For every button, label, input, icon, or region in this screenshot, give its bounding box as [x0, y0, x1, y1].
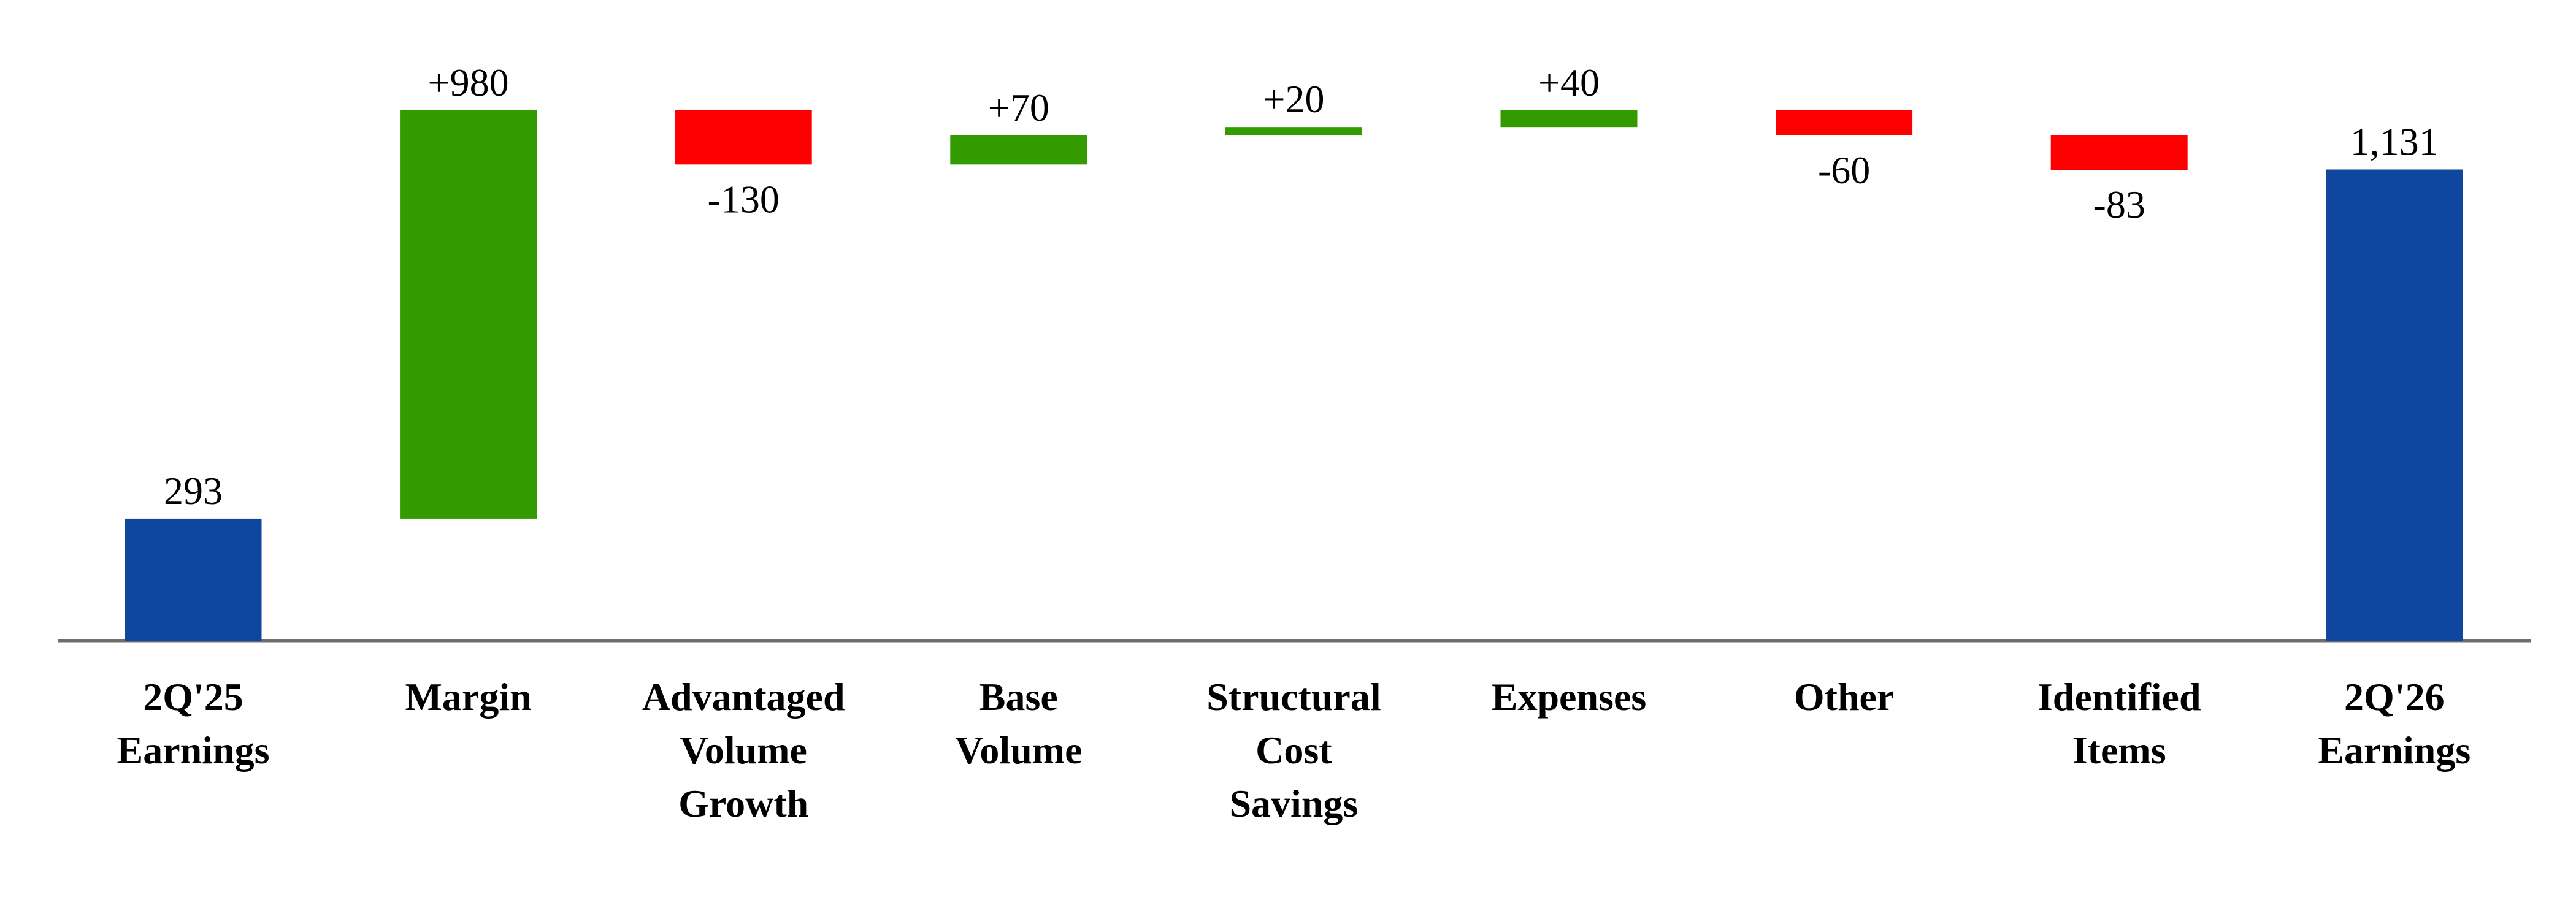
- category-label: Expenses: [1492, 675, 1647, 719]
- category-label: Identified Items: [2037, 675, 2201, 772]
- bar: [950, 135, 1087, 165]
- value-label: +980: [428, 61, 509, 104]
- category-label: Margin: [405, 675, 532, 719]
- category-label: Advantaged Volume Growth: [642, 675, 845, 825]
- value-label: 1,131: [2350, 120, 2439, 163]
- category-label: 2Q'25 Earnings: [117, 675, 270, 772]
- bar: [1225, 127, 1362, 135]
- bar: [2050, 135, 2188, 170]
- bar: [125, 518, 262, 641]
- category-label: Base Volume: [955, 675, 1082, 772]
- category-label: Other: [1794, 675, 1895, 719]
- category-label: Structural Cost Savings: [1206, 675, 1381, 825]
- bar: [675, 110, 812, 165]
- bar: [2326, 169, 2463, 641]
- value-label: -83: [2093, 183, 2145, 226]
- value-label: -130: [708, 177, 780, 221]
- value-label: +70: [988, 86, 1049, 129]
- bar: [400, 110, 537, 519]
- value-label: -60: [1818, 148, 1870, 192]
- value-label: +40: [1538, 61, 1600, 104]
- bar: [1500, 110, 1638, 128]
- value-label: +20: [1263, 77, 1324, 121]
- value-label: 293: [164, 469, 223, 513]
- category-label: 2Q'26 Earnings: [2318, 675, 2471, 772]
- bar: [1776, 110, 1913, 135]
